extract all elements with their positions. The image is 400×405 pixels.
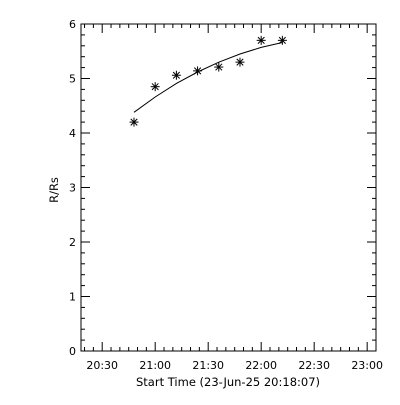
fit-line [133, 42, 283, 113]
y-tick-label: 1 [69, 291, 76, 304]
y-axis-label: R/Rs [47, 177, 61, 203]
y-tick-label: 6 [69, 18, 76, 31]
x-axis-tick-labels: 20:30 21:00 21:30 22:00 22:30 23:00 [86, 359, 383, 372]
plot-frame [80, 23, 377, 352]
data-point [235, 57, 245, 67]
data-markers [129, 35, 287, 127]
y-tick-label: 2 [69, 236, 76, 249]
data-point [129, 117, 139, 127]
y-tick-label: 5 [69, 73, 76, 86]
x-tick-label: 21:00 [139, 359, 171, 372]
x-tick-label: 22:00 [245, 359, 277, 372]
data-point [256, 35, 266, 45]
data-point [171, 70, 181, 80]
y-axis-ticks [81, 23, 376, 352]
x-tick-label: 21:30 [192, 359, 224, 372]
x-tick-label: 22:30 [298, 359, 330, 372]
y-tick-label: 4 [69, 127, 76, 140]
x-tick-label: 20:30 [86, 359, 118, 372]
data-point [193, 66, 203, 76]
x-axis-label: Start Time (23-Jun-25 20:18:07) [136, 375, 320, 389]
x-axis-ticks [84, 24, 377, 351]
data-point [277, 35, 287, 45]
data-point [150, 82, 160, 92]
y-tick-label: 3 [69, 182, 76, 195]
data-point [214, 62, 224, 72]
y-axis-tick-labels: 0 1 2 3 4 5 6 [69, 18, 76, 358]
y-tick-label: 0 [69, 345, 76, 358]
x-tick-label: 23:00 [351, 359, 383, 372]
